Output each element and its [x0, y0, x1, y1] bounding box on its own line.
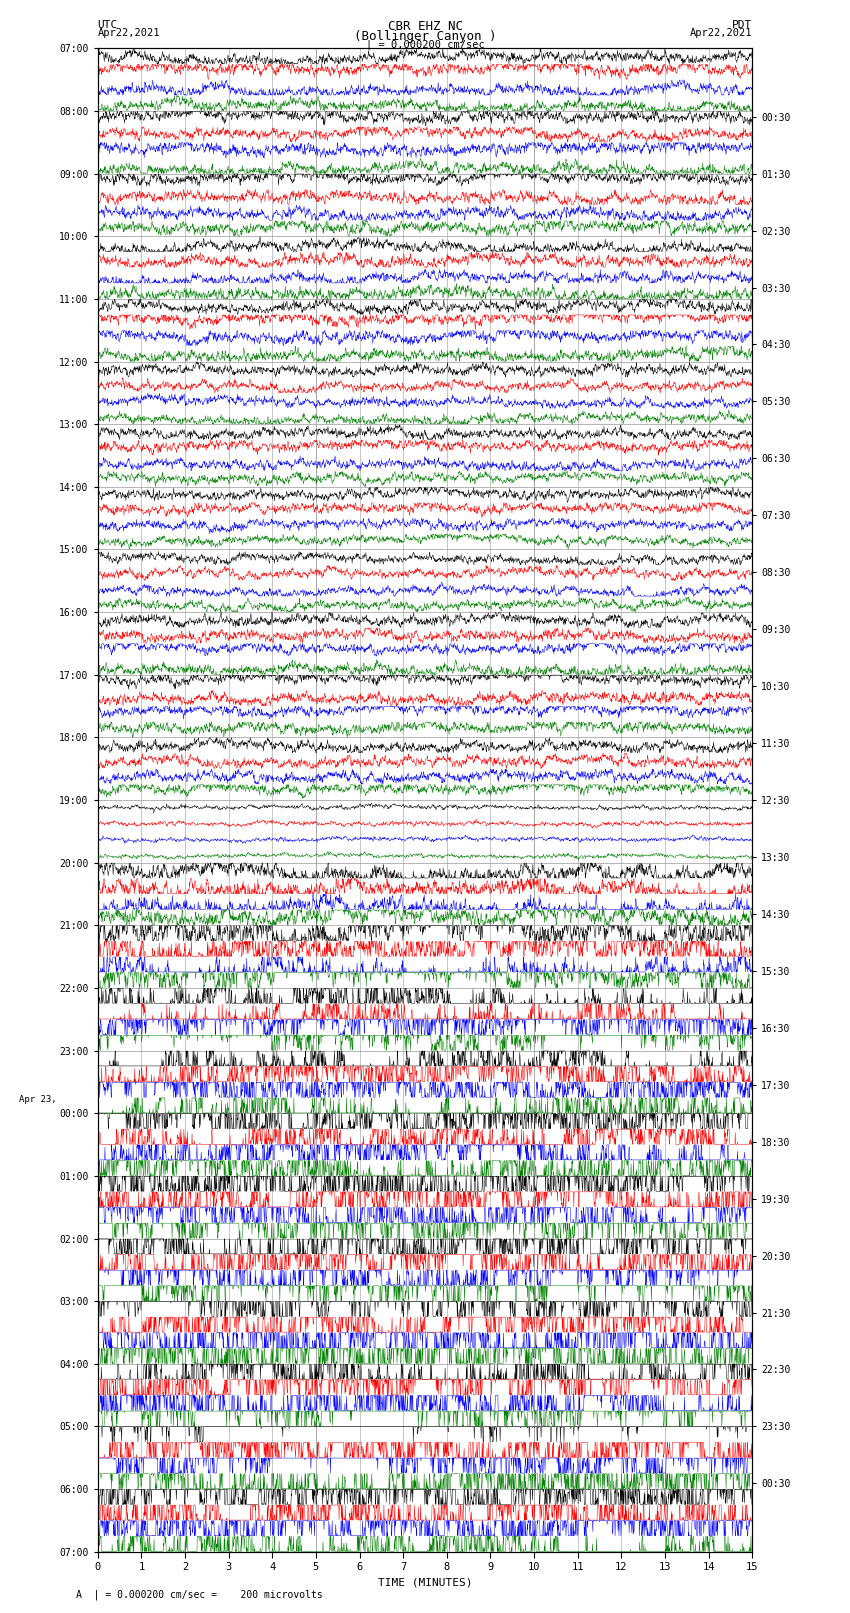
Text: | = 0.000200 cm/sec: | = 0.000200 cm/sec	[366, 39, 484, 50]
Text: Apr 23,: Apr 23,	[19, 1095, 56, 1103]
Text: (Bollinger Canyon ): (Bollinger Canyon )	[354, 31, 496, 44]
Text: A  | = 0.000200 cm/sec =    200 microvolts: A | = 0.000200 cm/sec = 200 microvolts	[76, 1589, 323, 1600]
Text: CBR EHZ NC: CBR EHZ NC	[388, 19, 462, 34]
X-axis label: TIME (MINUTES): TIME (MINUTES)	[377, 1578, 473, 1587]
Text: Apr22,2021: Apr22,2021	[98, 29, 161, 39]
Text: Apr22,2021: Apr22,2021	[689, 29, 752, 39]
Text: PDT: PDT	[732, 19, 752, 31]
Text: UTC: UTC	[98, 19, 118, 31]
